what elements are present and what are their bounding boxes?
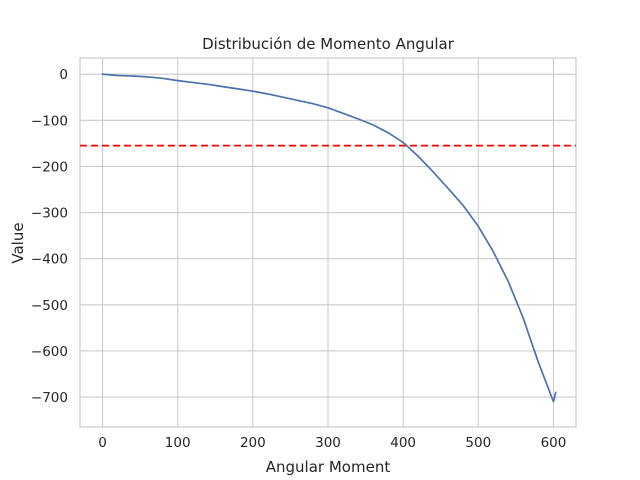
- x-tick-labels: 0 100 200 300 400 500 600: [98, 435, 566, 451]
- y-tick-label: −500: [31, 298, 68, 314]
- series-layer: [101, 73, 557, 403]
- y-tick-label: −100: [31, 113, 68, 129]
- y-tick-label: −400: [31, 252, 68, 268]
- x-tick-label: 100: [165, 435, 191, 451]
- plot-frame: [79, 57, 577, 428]
- x-tick-label: 600: [541, 435, 567, 451]
- y-tick-label: −200: [31, 159, 68, 175]
- x-tick-label: 300: [315, 435, 341, 451]
- y-tick-label: −300: [31, 206, 68, 222]
- x-tick-label: 400: [390, 435, 416, 451]
- chart-title: Distribución de Momento Angular: [202, 35, 455, 53]
- y-tick-labels: 0 −100 −200 −300 −400 −500 −600 −700: [31, 67, 68, 406]
- y-axis-title: Value: [9, 222, 27, 263]
- x-tick-label: 500: [465, 435, 491, 451]
- series-line: [101, 73, 557, 403]
- x-axis-title: Angular Moment: [266, 458, 391, 476]
- x-tick-label: 0: [98, 435, 107, 451]
- grid-layer: [80, 58, 576, 427]
- x-tick-label: 200: [240, 435, 266, 451]
- y-tick-label: −700: [31, 390, 68, 406]
- y-tick-label: −600: [31, 344, 68, 360]
- y-tick-label: 0: [59, 67, 68, 83]
